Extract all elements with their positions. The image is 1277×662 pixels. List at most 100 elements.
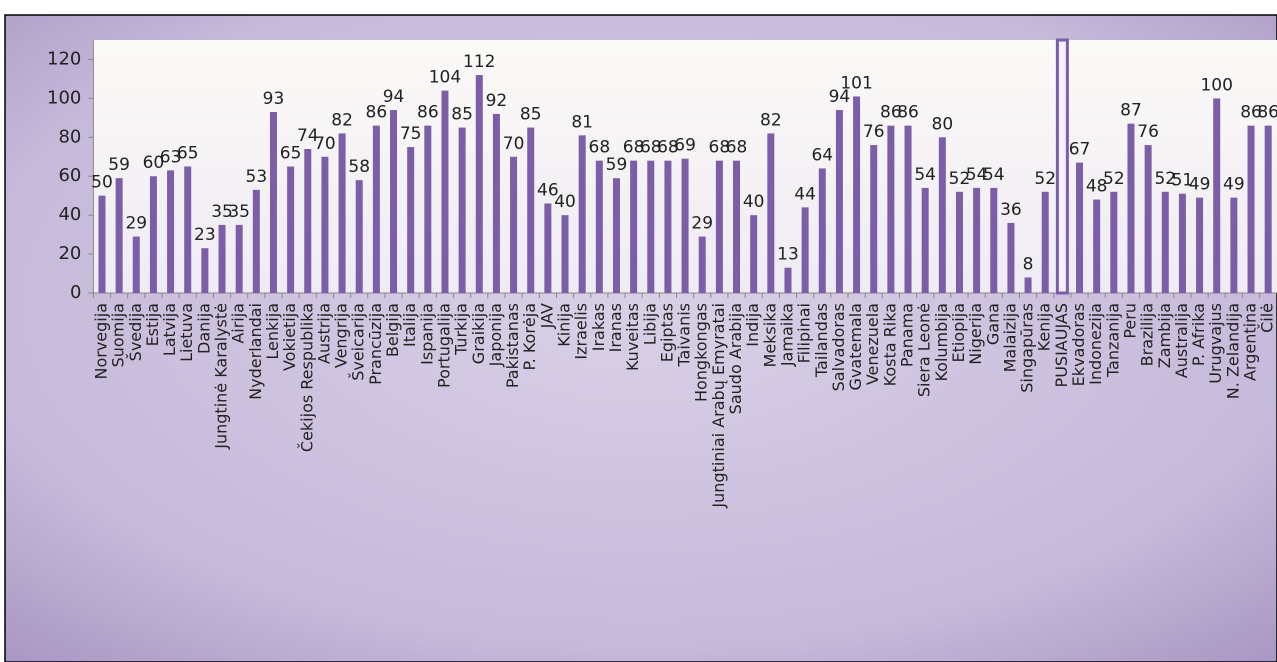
x-tick-label: P. Afrika: [1189, 303, 1208, 366]
bar: [595, 160, 603, 293]
value-label: 58: [348, 157, 370, 177]
bar: [938, 137, 946, 293]
bar: [750, 215, 758, 293]
y-tick-label: 20: [58, 243, 81, 264]
value-label: 35: [211, 202, 233, 222]
x-tick-label: Portugalija: [434, 303, 453, 388]
value-label: 94: [829, 87, 851, 107]
x-tick-label: Suomija: [109, 303, 128, 367]
value-label: 86: [897, 103, 919, 123]
x-tick-label: Izraelis: [572, 303, 591, 360]
x-tick-label: Lenkija: [263, 303, 282, 360]
bar: [835, 110, 843, 293]
bar: [1264, 125, 1272, 293]
bar: [1007, 222, 1015, 293]
x-tick-label: Iranas: [606, 303, 625, 352]
x-tick-label: Jungtiniai Arabų Emyratai: [709, 303, 728, 509]
value-label: 68: [709, 138, 731, 158]
y-tick-label: 60: [58, 165, 81, 186]
x-tick-label: Turkija: [452, 303, 471, 356]
value-label: 81: [571, 112, 593, 132]
bar: [201, 248, 209, 293]
bar: [1076, 162, 1084, 293]
value-label: 70: [503, 134, 525, 154]
bar: [1247, 125, 1255, 293]
value-label: 53: [246, 167, 268, 187]
x-tick-label: Kolumbija: [932, 303, 951, 382]
value-label: 86: [880, 103, 902, 123]
value-label: 23: [194, 225, 216, 245]
x-tick-label: Prancūzija: [366, 303, 385, 385]
value-label: 86: [1257, 103, 1277, 123]
bar: [338, 133, 346, 293]
bar: [1110, 191, 1118, 293]
bar: [647, 160, 655, 293]
bar: [527, 127, 535, 293]
bar: [955, 191, 963, 293]
value-label: 76: [1137, 122, 1159, 142]
value-label: 101: [840, 73, 872, 93]
value-label: 65: [280, 144, 302, 164]
x-tick-label: Libija: [640, 303, 659, 345]
x-tick-label: Danija: [194, 303, 213, 354]
x-tick-label: Airija: [229, 303, 248, 344]
bar: [458, 127, 466, 293]
value-label: 13: [777, 245, 799, 265]
y-tick-label: 120: [47, 48, 81, 69]
x-tick-label: Gana: [983, 303, 1002, 345]
bar: [681, 158, 689, 293]
x-tick-label: Čekijos Respublika: [297, 303, 316, 452]
value-label: 68: [623, 138, 645, 158]
value-label: 49: [1223, 175, 1245, 195]
value-label: 86: [1240, 103, 1262, 123]
bar: [612, 178, 620, 293]
bar: [733, 160, 741, 293]
bar: [578, 135, 586, 293]
x-tick-label: JAV: [537, 303, 556, 329]
x-tick-label: Italija: [400, 303, 419, 347]
value-label: 29: [125, 214, 147, 234]
x-tick-label: Ekvadoras: [1069, 303, 1088, 386]
value-label: 68: [640, 138, 662, 158]
bar: [424, 125, 432, 293]
bar: [218, 224, 226, 293]
value-label: 86: [417, 103, 439, 123]
x-tick-label: Singapūras: [1018, 303, 1037, 393]
value-label: 68: [657, 138, 679, 158]
bar: [372, 125, 380, 293]
bar: [1041, 191, 1049, 293]
x-tick-label: Panama: [898, 303, 917, 367]
value-label: 67: [1069, 140, 1091, 160]
bar: [252, 189, 260, 293]
value-label: 50: [91, 173, 113, 193]
x-tick-label: Salvadoras: [829, 303, 848, 391]
x-tick-label: Nyderlandai: [246, 303, 265, 400]
value-label: 52: [949, 169, 971, 189]
x-tick-label: Lietuva: [177, 303, 196, 362]
x-tick-label: Zambija: [1155, 303, 1174, 368]
bar: [990, 187, 998, 293]
value-label: 69: [674, 136, 696, 156]
x-tick-label: Kuveitas: [623, 303, 642, 371]
x-tick-label: Saudo Arabija: [726, 303, 745, 414]
value-label: 100: [1200, 75, 1232, 95]
x-tick-label: Austrija: [314, 303, 333, 364]
x-tick-label: Latvija: [160, 303, 179, 356]
x-tick-label: Indonezija: [1086, 303, 1105, 385]
value-label: 51: [1172, 171, 1194, 191]
value-label: 40: [554, 192, 576, 212]
bar: [510, 156, 518, 293]
value-label: 86: [366, 103, 388, 123]
x-tick-label: Hongkongas: [692, 303, 711, 402]
x-tick-label: Meksika: [760, 303, 779, 367]
x-tick-label: P. Korėja: [520, 303, 539, 370]
x-tick-label: Jungtinė Karalystė: [212, 303, 231, 450]
bar: [630, 160, 638, 293]
value-label: 35: [228, 202, 250, 222]
bar: [475, 75, 483, 294]
x-tick-label: Etiopija: [949, 303, 968, 362]
bar: [904, 125, 912, 293]
x-tick-label: Brazilija: [1138, 303, 1157, 366]
bar: [544, 203, 552, 293]
value-label: 112: [463, 52, 495, 72]
